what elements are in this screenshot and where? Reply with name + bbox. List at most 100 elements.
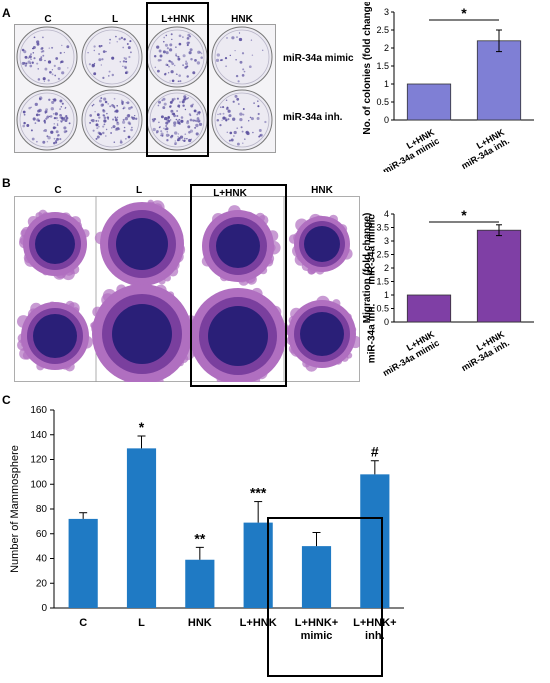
colony-dot [108, 70, 111, 73]
colony-dot [55, 130, 59, 134]
colony-dot [92, 103, 95, 106]
colony-dot [44, 67, 48, 71]
y-tick-label: 3 [384, 7, 389, 17]
colony-dot [245, 131, 249, 134]
colony-dot [101, 58, 104, 61]
colony-dot [124, 66, 127, 70]
y-tick-label: 1 [384, 79, 389, 89]
colony-dot [243, 70, 246, 73]
colony-dot [170, 70, 174, 74]
y-tick-label: 120 [30, 455, 47, 466]
colony-dot [89, 114, 93, 117]
colony-dot [110, 132, 112, 134]
colony-dot [122, 60, 126, 63]
colony-dot [33, 57, 36, 60]
bar [360, 474, 390, 608]
colony-dot [216, 53, 220, 57]
colony-dot [87, 52, 89, 54]
colony-dot [64, 119, 68, 123]
colony-dot [43, 119, 46, 122]
colony-dot [65, 116, 69, 120]
colony-dot [63, 126, 67, 130]
y-tick-label: 0.5 [376, 97, 389, 107]
colony-dot [61, 102, 64, 105]
colony-dot [163, 127, 165, 130]
colony-dot [23, 113, 26, 116]
colony-dot [113, 106, 116, 109]
colony-dot [197, 50, 201, 54]
colony-dot [48, 98, 51, 101]
colony-dot [37, 78, 41, 81]
colony-dot [38, 97, 41, 100]
y-tick-label: 60 [36, 529, 48, 540]
colony-dot [220, 58, 224, 62]
colony-dot [173, 124, 176, 127]
colony-dot [193, 109, 197, 113]
y-tick-label: 0 [384, 115, 389, 125]
colony-dot [33, 36, 36, 39]
colony-dot [176, 120, 179, 122]
colony-dot [63, 51, 66, 54]
panel-b-col-l: L [135, 185, 143, 196]
colony-dot [123, 65, 127, 69]
colony-dot [55, 127, 57, 129]
colony-dot [190, 58, 193, 61]
colony-dot [181, 139, 184, 142]
colony-dot [244, 138, 246, 140]
category-label-line: HNK [188, 617, 212, 629]
colony-dot [236, 97, 240, 101]
colony-dot [160, 115, 164, 119]
colony-dot [46, 140, 49, 143]
colony-dot [116, 122, 120, 126]
colony-dot [113, 141, 116, 143]
spheroid-core [300, 312, 344, 356]
spheroid-core [35, 224, 75, 264]
colony-dot [127, 121, 131, 125]
colony-dot [115, 109, 119, 113]
colony-dot [215, 58, 220, 63]
colony-dot [51, 100, 55, 104]
colony-dot [190, 138, 192, 140]
colony-dot [101, 103, 105, 107]
colony-dot [36, 42, 40, 46]
colony-dot [160, 132, 164, 136]
colony-dot [54, 112, 58, 116]
colony-dot [28, 55, 32, 59]
colony-dot [54, 74, 57, 77]
bar [476, 229, 522, 323]
colony-dot [177, 136, 179, 138]
colony-dot [180, 116, 184, 119]
colony-dot [36, 140, 38, 143]
y-tick-label: 100 [30, 479, 47, 490]
colony-dot [226, 131, 229, 134]
colony-dot [50, 130, 54, 134]
colony-dot [114, 118, 118, 122]
colony-dot [36, 40, 40, 44]
colony-dot [90, 119, 93, 122]
colony-dot [176, 114, 179, 118]
colony-dot [122, 106, 126, 109]
colony-dot [198, 120, 200, 123]
colony-dot [178, 42, 182, 46]
colony-dot [32, 117, 36, 121]
colonies-bar-chart: 0 0.5 1 1.5 2 2.5 3 No. of colonies (fold chang… [362, 2, 534, 172]
colony-dot [53, 141, 56, 145]
colony-dot [53, 64, 56, 67]
colony-dot [237, 103, 240, 105]
colony-dot [27, 60, 31, 64]
colony-dot [230, 138, 234, 142]
colony-dot [98, 116, 101, 119]
colony-dot [235, 59, 237, 61]
colony-dot [185, 62, 188, 66]
colony-dot [225, 107, 229, 111]
colony-dot [130, 116, 134, 119]
colony-dot [34, 102, 38, 107]
colony-dot [182, 104, 185, 107]
colony-dot [222, 112, 225, 115]
y-tick-label: 0.5 [376, 304, 389, 314]
colony-dot [91, 63, 95, 68]
colony-dot [221, 119, 223, 121]
colony-dot [21, 61, 25, 65]
colony-dot [61, 71, 65, 75]
colony-dot [122, 46, 125, 49]
